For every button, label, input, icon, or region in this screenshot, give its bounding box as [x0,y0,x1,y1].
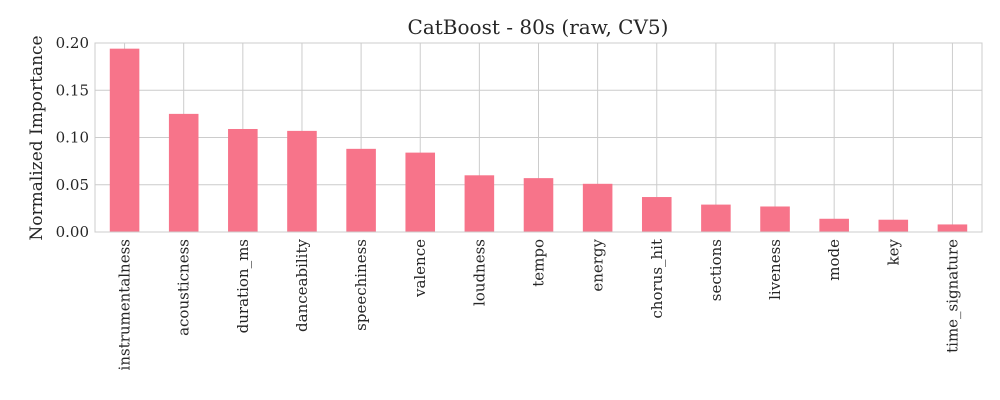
x-tick-label: sections [707,239,725,301]
x-tick-label: mode [825,239,843,281]
bar-duration-ms [228,128,258,232]
bar-sections [701,204,731,232]
bar-mode [819,218,849,232]
bar-chorus-hit [641,197,672,232]
x-tick-label: danceability [293,238,311,331]
bar-instrumentalness [109,48,140,232]
x-tick-label: valence [411,239,429,298]
plot-frame [94,42,983,233]
x-tick-label: duration_ms [234,239,252,333]
x-tick-label: time_signature [943,239,961,353]
y-tick-label: 0.05 [56,176,89,194]
x-tick-label: tempo [530,239,548,287]
x-tick-label: energy [589,238,607,291]
x-tick-label: liveness [766,239,784,300]
y-tick-label: 0.00 [56,223,89,241]
bar-danceability [287,130,317,232]
x-tick-label: instrumentalness [116,239,134,370]
bar-time-signature [937,224,968,232]
bar-tempo [523,178,554,232]
bar-energy [582,183,613,232]
x-tick-label: speechiness [352,239,370,331]
y-tick-label: 0.15 [56,81,89,99]
x-tick-label: acousticness [175,239,193,336]
bar-speechiness [346,148,376,232]
bar-loudness [464,175,495,232]
chart-title: CatBoost - 80s (raw, CV5) [408,15,669,39]
y-tick-labels: 0.00 0.05 0.10 0.15 0.20 [56,34,89,241]
bar-key [878,219,909,232]
x-tick-label: chorus_hit [648,239,666,319]
bar-acousticness [168,113,199,232]
x-tick-label: key [884,238,902,265]
bar-liveness [760,206,790,232]
bar-valence [405,152,436,232]
x-tick-label: loudness [470,239,488,306]
x-tick-labels: instrumentalness acousticness duration_ms d… [116,238,962,370]
bars [109,48,968,232]
y-tick-label: 0.20 [56,34,89,52]
y-tick-label: 0.10 [56,129,89,147]
y-axis-label: Normalized Importance [27,35,47,240]
